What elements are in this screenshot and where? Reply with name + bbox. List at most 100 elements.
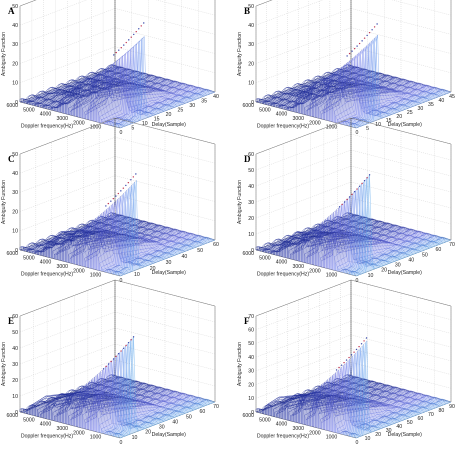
surface-mesh-line <box>60 80 161 113</box>
doppler-tick-label: 2000 <box>73 120 85 126</box>
doppler-axis-label: Doppler frequency(Hz) <box>21 124 73 130</box>
surface-slice <box>258 65 355 104</box>
delay-tick-label: 20 <box>145 430 151 436</box>
delay-tick-label: 20 <box>381 268 387 274</box>
crest-point <box>115 195 117 197</box>
crest-point <box>120 350 122 352</box>
z-tick-label: 20 <box>248 216 254 222</box>
delay-axis: 0 10 20 30 40 50 60 70 80 90 Delay(Sample) <box>356 404 455 446</box>
surface-mesh-line <box>33 228 134 255</box>
surface-slice <box>346 351 442 436</box>
surface-mesh-line <box>261 235 362 275</box>
z-tick-label: 40 <box>248 355 254 361</box>
doppler-tick-label: 2000 <box>309 120 321 126</box>
delay-axis-label: Delay(Sample) <box>388 270 423 276</box>
crest-point <box>128 39 130 41</box>
surface-mesh-line <box>82 224 183 253</box>
crest-point <box>340 364 343 366</box>
surface-mesh-line <box>19 242 121 277</box>
surface-mesh-line <box>98 216 199 247</box>
surface-mesh-line <box>90 381 191 412</box>
z-tick-label: 20 <box>12 61 18 67</box>
crest-point <box>341 203 343 206</box>
surface-mesh-line <box>304 390 405 420</box>
doppler-tick-label: 3000 <box>292 426 304 432</box>
surface-slice <box>338 51 434 124</box>
surface-mesh-line <box>342 376 443 406</box>
delay-tick-label: 15 <box>386 118 392 124</box>
z-tick-label: 0 <box>15 100 18 106</box>
surface-mesh-line <box>283 77 384 118</box>
surface-mesh-line <box>101 378 202 408</box>
z-tick-label: 50 <box>248 168 254 174</box>
doppler-tick-label: 5000 <box>259 255 271 261</box>
surface-slice <box>72 222 169 265</box>
z-tick-label: 30 <box>12 190 18 196</box>
surface-mesh-line <box>28 234 129 273</box>
surface-slice <box>94 205 191 270</box>
surface-mesh-line <box>41 391 142 430</box>
panel-label: C <box>8 154 15 164</box>
z-tick-label: 40 <box>12 346 18 352</box>
surface-slice <box>344 352 441 436</box>
delay-axis: 0 10 20 30 40 50 60 70 Delay(Sample) <box>120 404 219 446</box>
surface-mesh-line <box>329 382 430 411</box>
crest-point <box>338 206 341 208</box>
surface-mesh-line <box>104 379 205 407</box>
crest-point <box>351 193 353 196</box>
crest-point <box>368 174 371 176</box>
delay-axis-label: Delay(Sample) <box>388 122 423 128</box>
z-tick-label: 10 <box>12 229 18 235</box>
surface-mesh-line <box>329 220 430 249</box>
surface-mesh-line <box>114 375 216 403</box>
surface-mesh-line <box>76 388 178 417</box>
surface-mesh-line <box>258 398 359 438</box>
z-gridline <box>19 194 216 231</box>
surface-mesh-line <box>291 232 392 263</box>
surface-mesh-line <box>79 223 180 254</box>
surface-mesh-line <box>74 80 175 108</box>
surface-slice <box>315 216 411 266</box>
surface-mesh-line <box>272 80 373 122</box>
surface-mesh-line <box>85 76 186 104</box>
crest-point <box>346 55 348 57</box>
crest-point <box>102 368 105 370</box>
surface-mesh-line <box>101 216 202 246</box>
doppler-tick-label: 2000 <box>309 430 321 436</box>
surface-mesh-line <box>304 228 405 258</box>
z-tick-label: 10 <box>12 81 18 87</box>
z-gridline <box>19 311 216 349</box>
crest-point <box>348 52 351 55</box>
surface-mesh-line <box>350 65 452 93</box>
z-gridline <box>255 293 452 330</box>
surface-mesh-line <box>85 224 186 252</box>
crest-point <box>112 197 115 200</box>
crest-point <box>115 355 117 358</box>
z-tick-label: 0 <box>251 248 254 254</box>
doppler-axis-label: Doppler frequency(Hz) <box>21 272 73 278</box>
z-gridline <box>255 149 452 187</box>
delay-tick-label: 10 <box>132 435 138 441</box>
z-axis-label: Ambiguity Function <box>1 32 7 76</box>
z-tick-label: 50 <box>12 152 18 158</box>
crest-point <box>335 369 338 371</box>
surface-mesh-line <box>76 78 178 107</box>
z-gridline <box>19 0 216 26</box>
z-tick-label: 30 <box>248 369 254 375</box>
surface-mesh-line <box>280 76 381 117</box>
doppler-axis: 1000 2000 3000 4000 5000 6000 Doppler frequenc… <box>242 413 337 441</box>
surface-mesh-line <box>332 381 433 410</box>
surface-mesh-line <box>255 97 357 129</box>
surface-mesh-line <box>52 393 153 426</box>
surface-slice <box>65 77 161 115</box>
surface-mesh-line <box>93 382 194 411</box>
surface-mesh-line <box>337 68 438 98</box>
surface-mesh-line <box>85 386 186 414</box>
crest-point <box>346 198 348 201</box>
crest-point <box>122 347 125 349</box>
doppler-tick-label: 5000 <box>23 107 35 113</box>
delay-tick-label: 0 <box>120 130 123 136</box>
surface-slice <box>355 34 452 129</box>
